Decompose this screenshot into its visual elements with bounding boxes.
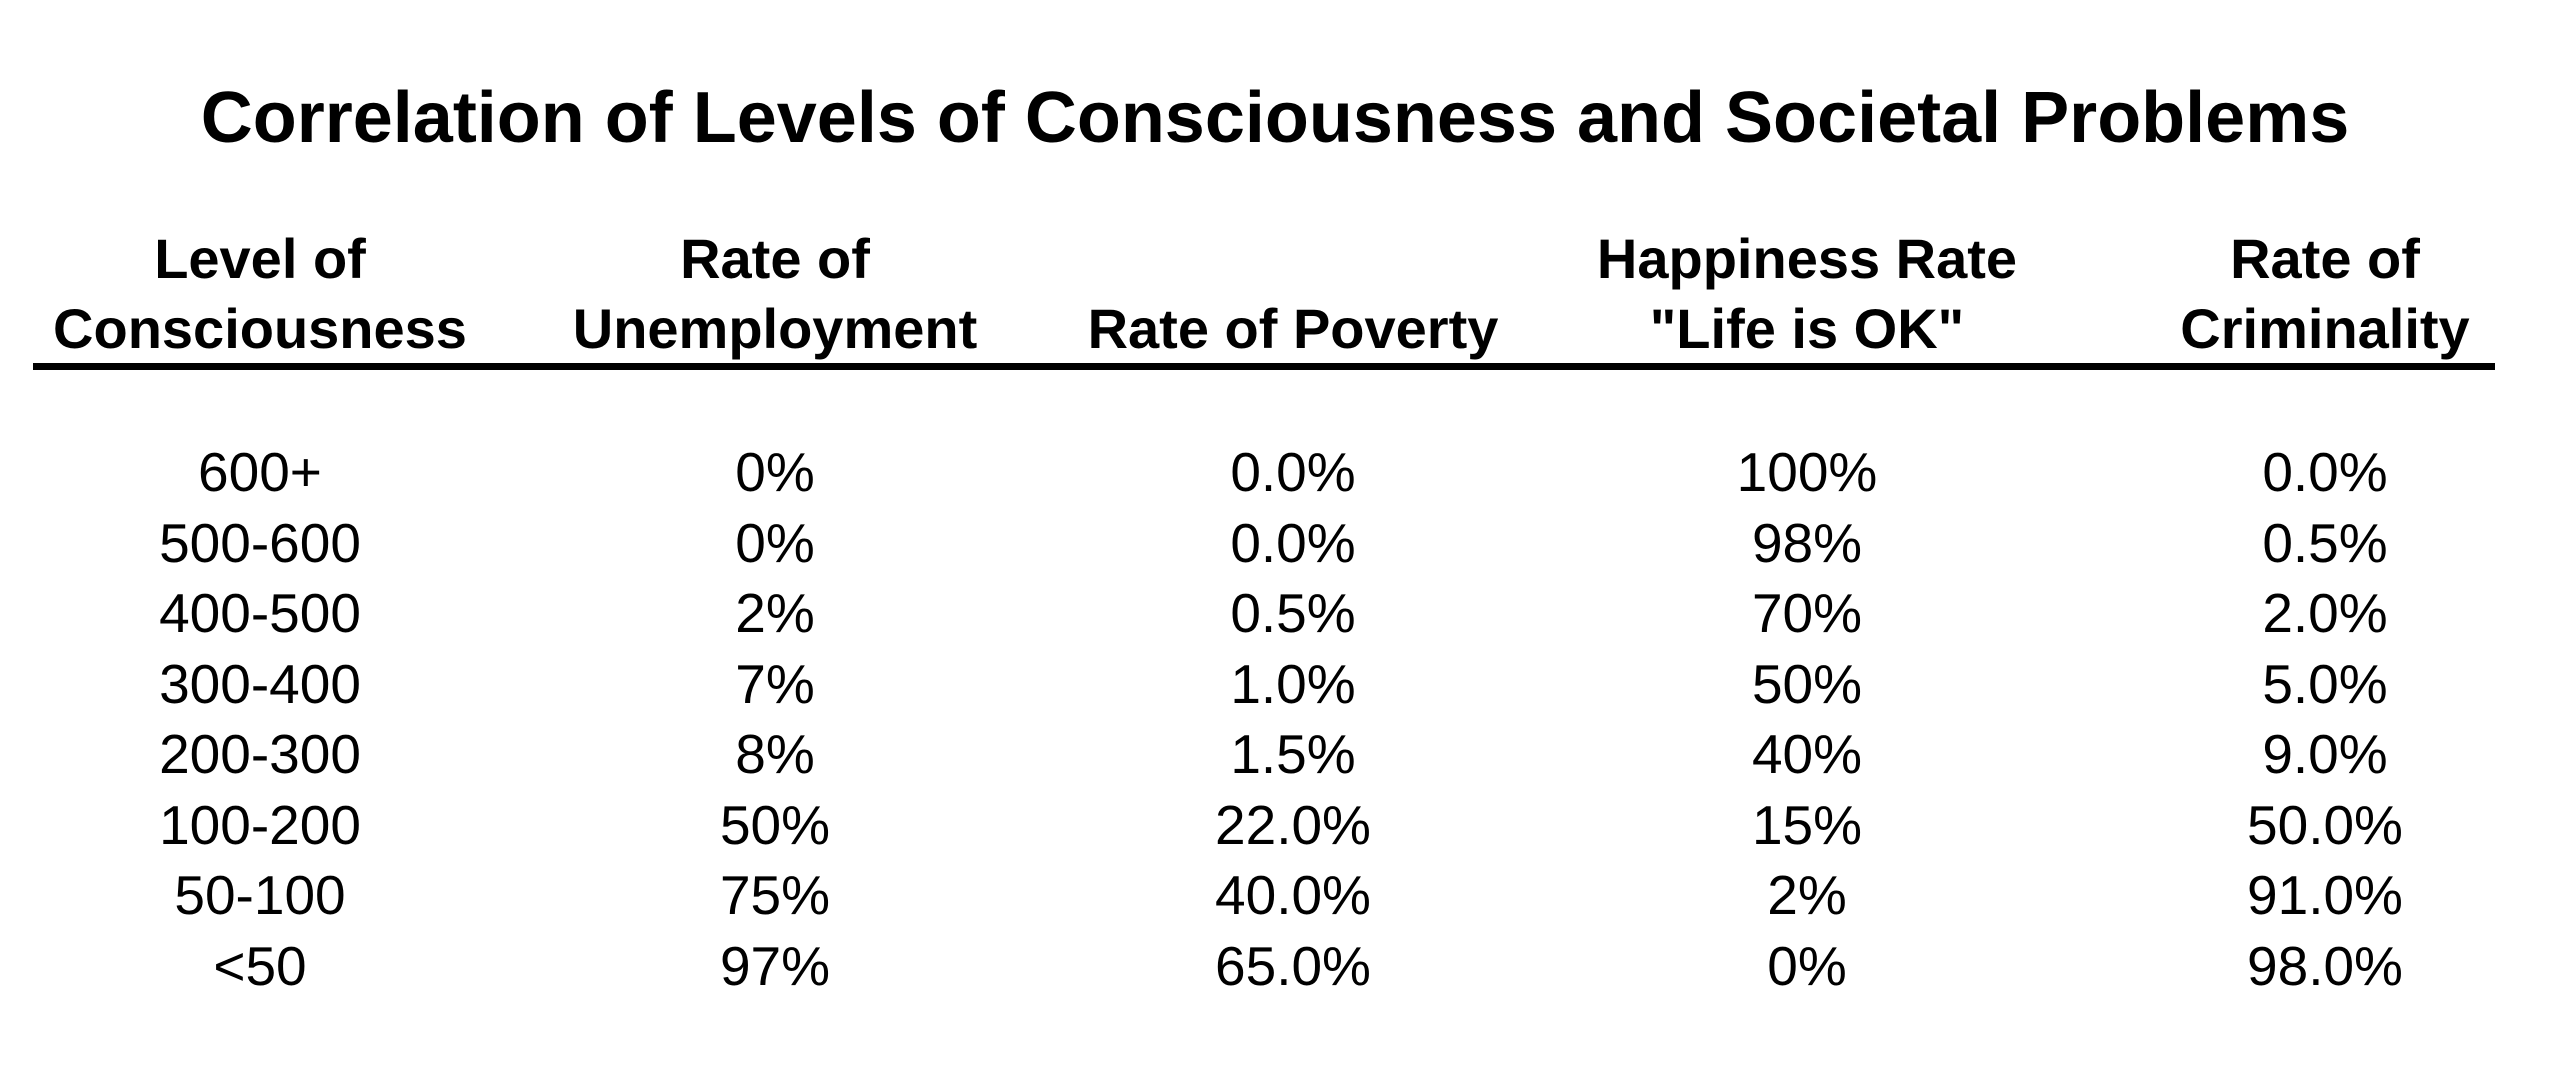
table-cell: 2.0%: [2262, 582, 2388, 644]
column-header-unemployment: Rate of Unemployment: [495, 224, 1055, 364]
table-cell: 75%: [719, 864, 831, 926]
column-header-line: Unemployment: [572, 297, 978, 360]
table-cell: 40%: [1751, 723, 1863, 785]
table-cell: 70%: [1751, 582, 1863, 644]
column-header-line: "Life is OK": [1649, 297, 1965, 360]
table-cell: 91.0%: [2247, 864, 2403, 926]
table-cell: 1.5%: [1230, 723, 1356, 785]
table-cell: 5.0%: [2262, 652, 2388, 715]
table-cell: 65.0%: [1215, 934, 1371, 997]
table-cell: 0.0%: [2262, 441, 2388, 503]
table-cell: 0.5%: [2262, 511, 2388, 574]
table-cell: 2%: [1767, 864, 1847, 926]
table-cell: 0%: [1767, 934, 1847, 997]
table-cell: 50%: [1751, 652, 1863, 715]
table-cell: 1.0%: [1230, 652, 1356, 715]
table-cell: 100%: [1736, 441, 1878, 503]
column-header-line: Consciousness: [53, 297, 467, 360]
table-cell: 600+: [198, 441, 322, 503]
column-criminality: 0.0% 0.5% 2.0% 5.0% 9.0% 50.0% 91.0% 98.…: [2045, 437, 2550, 1001]
table-title: Correlation of Levels of Consciousness a…: [200, 78, 2350, 158]
column-header-line: Rate of Poverty: [1087, 297, 1499, 360]
table-cell: 22.0%: [1215, 793, 1371, 856]
table-cell: 400-500: [159, 582, 361, 644]
column-header-line: Happiness Rate: [1596, 227, 2018, 290]
table-cell: 9.0%: [2262, 723, 2388, 785]
column-header-line: Rate of: [2230, 227, 2420, 290]
column-header-line: Level of: [154, 227, 366, 290]
table-cell: 15%: [1751, 793, 1863, 856]
column-poverty: 0.0% 0.0% 0.5% 1.0% 1.5% 22.0% 40.0% 65.…: [1013, 437, 1573, 1001]
table-cell: 100-200: [159, 793, 361, 856]
table-cell: 50%: [719, 793, 831, 856]
header-divider: [33, 363, 2495, 370]
column-header-criminality: Rate of Criminality: [2045, 224, 2550, 364]
table-cell: 98%: [1751, 511, 1863, 574]
table-cell: 7%: [735, 652, 815, 715]
table-cell: 200-300: [159, 723, 361, 785]
table-cell: 2%: [735, 582, 815, 644]
table-cell: 8%: [735, 723, 815, 785]
column-header-happiness: Happiness Rate "Life is OK": [1527, 224, 2087, 364]
table-cell: <50: [213, 934, 307, 997]
table-cell: 40.0%: [1215, 864, 1371, 926]
column-header-line: Criminality: [2180, 297, 2470, 360]
column-header-level: Level of Consciousness: [0, 224, 540, 364]
table-cell: 50.0%: [2247, 793, 2403, 856]
table-cell: 97%: [719, 934, 831, 997]
table-cell: 98.0%: [2247, 934, 2403, 997]
table-cell: 0.5%: [1230, 582, 1356, 644]
column-unemployment: 0% 0% 2% 7% 8% 50% 75% 97%: [495, 437, 1055, 1001]
table-cell: 0.0%: [1230, 441, 1356, 503]
column-header-line: [1013, 224, 1573, 294]
column-header-poverty: Rate of Poverty: [1013, 224, 1573, 364]
column-header-line: Rate of: [680, 227, 870, 290]
table-cell: 500-600: [159, 511, 361, 574]
table-cell: 0.0%: [1230, 511, 1356, 574]
column-level: 600+ 500-600 400-500 300-400 200-300 100…: [0, 437, 540, 1001]
table-cell: 50-100: [174, 864, 346, 926]
column-happiness: 100% 98% 70% 50% 40% 15% 2% 0%: [1527, 437, 2087, 1001]
table-cell: 0%: [735, 511, 815, 574]
table-cell: 300-400: [159, 652, 361, 715]
table-cell: 0%: [735, 441, 815, 503]
